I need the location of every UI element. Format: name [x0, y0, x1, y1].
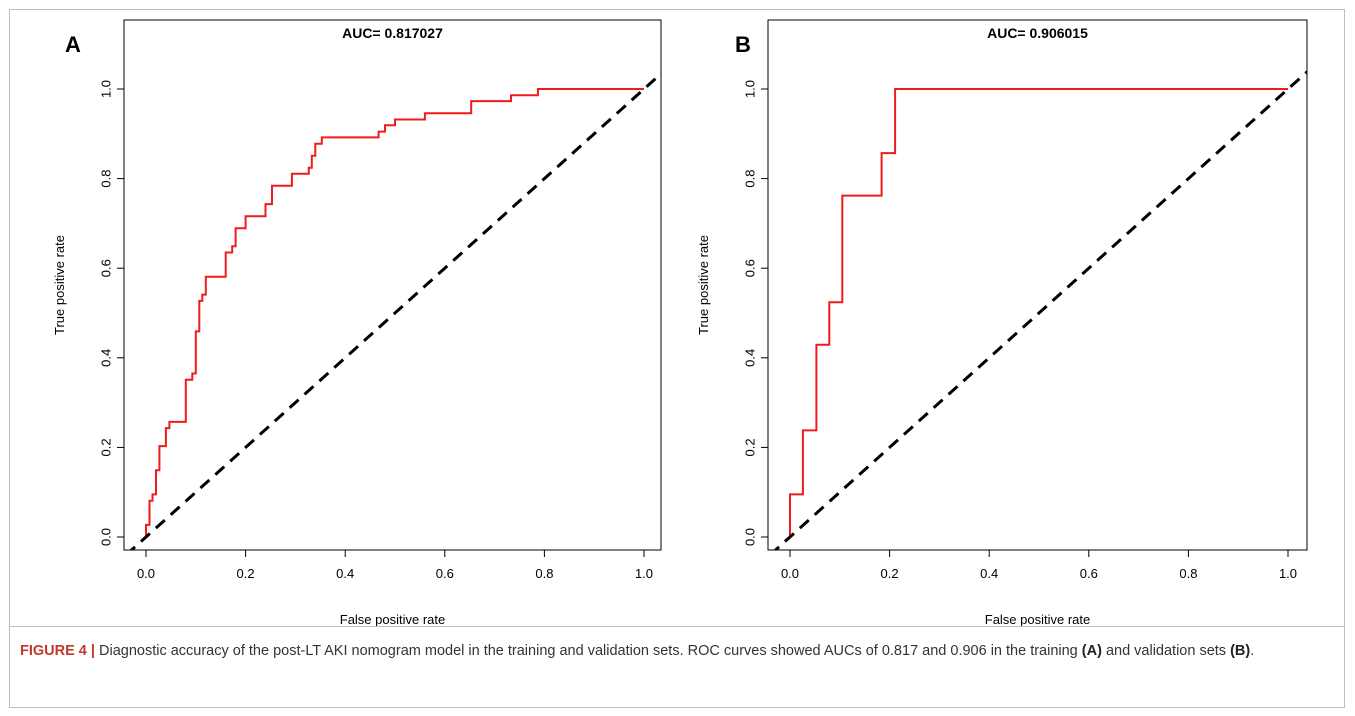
x-axis-label: False positive rate — [985, 612, 1091, 627]
x-tick-label: 0.0 — [137, 566, 155, 581]
roc-curve-line — [145, 88, 644, 537]
y-tick-label: 1.0 — [99, 80, 114, 98]
chart-title: AUC= 0.817027 — [342, 25, 443, 41]
reference-diagonal-line — [129, 71, 661, 550]
x-axis-label: False positive rate — [340, 612, 446, 627]
plot-frame — [123, 19, 662, 551]
y-tick-label: 1.0 — [743, 80, 758, 98]
y-axis-label: True positive rate — [52, 235, 67, 335]
y-tick-label: 0.0 — [743, 528, 758, 546]
caption-text-1: Diagnostic accuracy of the post-LT AKI n… — [94, 643, 1082, 659]
y-tick-label: 0.2 — [743, 438, 758, 456]
panel-label: A — [65, 32, 81, 57]
chart-panel-b: B AUC= 0.906015 0.0 0.2 0.4 0.6 0.8 1.0 0.0 0.2 0.… — [696, 19, 1308, 627]
x-tick-label: 0.8 — [1179, 566, 1197, 581]
y-axis-label: True positive rate — [696, 235, 711, 335]
figure-frame — [9, 9, 1345, 708]
y-tick-label: 0.4 — [743, 349, 758, 367]
caption-divider — [9, 626, 1345, 627]
y-tick-label: 0.6 — [99, 259, 114, 277]
y-tick-label: 0.2 — [99, 438, 114, 456]
x-tick-label: 1.0 — [1279, 566, 1297, 581]
y-tick-label: 0.8 — [99, 170, 114, 188]
caption-lead: FIGURE 4 | — [20, 643, 95, 659]
x-tick-label: 0.6 — [1080, 566, 1098, 581]
x-tick-label: 1.0 — [635, 566, 653, 581]
chart-title: AUC= 0.906015 — [987, 25, 1088, 41]
caption-text-2: and validation sets — [1101, 643, 1231, 659]
panel-label: B — [735, 32, 751, 57]
chart-panel-a: A AUC= 0.817027 0.0 0.2 0.4 0.6 0.8 1.0 0.0 0.2 0.… — [52, 19, 662, 627]
x-tick-label: 0.8 — [535, 566, 553, 581]
roc-curve-line — [789, 88, 1288, 537]
x-tick-label: 0.0 — [781, 566, 799, 581]
y-tick-label: 0.4 — [99, 349, 114, 367]
caption-ref-b: (B) — [1230, 643, 1251, 659]
plot-frame — [767, 19, 1308, 551]
figure-caption: FIGURE 4 | Diagnostic accuracy of the po… — [20, 640, 1320, 662]
x-tick-label: 0.2 — [881, 566, 899, 581]
y-tick-label: 0.6 — [743, 259, 758, 277]
y-tick-label: 0.8 — [743, 170, 758, 188]
x-tick-label: 0.2 — [237, 566, 255, 581]
caption-ref-a: (A) — [1081, 643, 1102, 659]
x-tick-label: 0.4 — [336, 566, 354, 581]
y-tick-label: 0.0 — [99, 528, 114, 546]
caption-text-3: . — [1250, 643, 1255, 659]
x-tick-label: 0.6 — [436, 566, 454, 581]
x-tick-label: 0.4 — [980, 566, 998, 581]
reference-diagonal-line — [773, 69, 1307, 550]
